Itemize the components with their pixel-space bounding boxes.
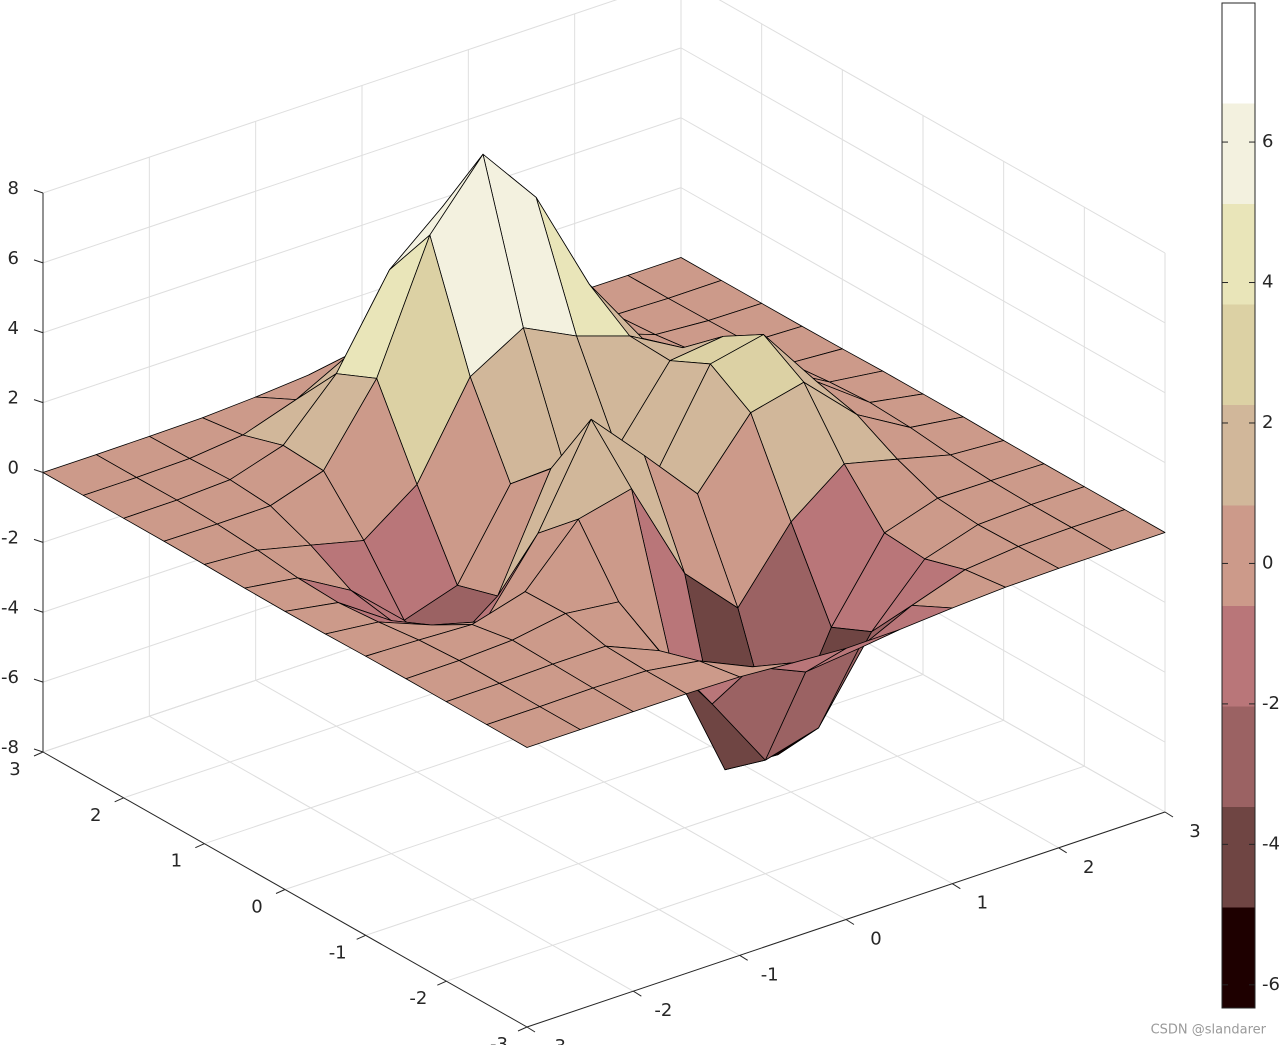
y-tick-label: 0: [251, 897, 262, 918]
y-tick-label: -2: [409, 988, 427, 1009]
grid-line: [718, 0, 1166, 254]
z-tick: [33, 399, 44, 404]
grid-line: [365, 719, 1004, 936]
z-tick-label: -8: [1, 737, 19, 758]
x-tick: [1164, 811, 1174, 818]
x-tick: [952, 883, 961, 890]
z-tick-label: 6: [8, 248, 19, 269]
grid-line: [42, 0, 618, 194]
y-tick-label: -1: [329, 942, 347, 963]
colorbar-tick-label: 2: [1262, 412, 1273, 433]
z-tick: [33, 608, 44, 613]
grid-line: [680, 117, 1166, 394]
grid-line: [446, 765, 1085, 982]
colorbar-band: [1222, 706, 1255, 807]
colorbar-tick-label: 4: [1262, 272, 1273, 293]
y-tick-label: 1: [171, 851, 182, 872]
z-tick-label: 0: [8, 458, 19, 479]
colorbar-band: [1222, 405, 1255, 506]
colorbar-tick-label: -6: [1262, 974, 1280, 995]
x-tick-label: 2: [1083, 857, 1094, 878]
y-tick-label: 2: [90, 805, 101, 826]
watermark: CSDN @slandarer: [1151, 1023, 1267, 1038]
y-tick-label: 3: [9, 759, 20, 780]
x-tick: [845, 919, 855, 925]
colorbar-tick-label: 6: [1262, 131, 1273, 152]
colorbar-band: [1222, 807, 1255, 908]
z-tick: [33, 538, 44, 543]
z-tick: [33, 678, 44, 683]
z-tick: [33, 189, 44, 194]
grid-line: [42, 187, 682, 404]
colorbar-band: [1222, 103, 1255, 204]
grid-line: [42, 47, 682, 264]
y-tick: [517, 1026, 528, 1032]
surface-face: [486, 706, 581, 748]
z-tick: [33, 329, 44, 334]
z-tick-label: -4: [1, 597, 19, 618]
z-tick-label: -6: [1, 667, 19, 688]
colorbar-band: [1222, 505, 1255, 606]
grid-line: [680, 187, 1166, 464]
y-tick: [114, 797, 124, 803]
y-tick: [437, 980, 447, 986]
z-tick: [33, 748, 44, 753]
colorbar-band: [1222, 204, 1255, 305]
colorbar-frame: [1221, 2, 1256, 1009]
z-tick: [33, 259, 44, 264]
y-tick: [275, 889, 286, 894]
x-tick-label: 0: [870, 929, 881, 950]
colorbar-band: [1222, 3, 1255, 104]
x-tick: [739, 954, 748, 961]
x-tick-label: -3: [548, 1036, 566, 1045]
x-tick: [1058, 847, 1067, 854]
x-tick: [633, 990, 642, 997]
x-tick-label: -2: [654, 1000, 672, 1021]
grid-line: [42, 117, 682, 334]
grid-line: [680, 47, 1166, 324]
z-tick-label: 2: [8, 388, 19, 409]
y-tick: [356, 934, 366, 940]
x-tick-label: -1: [761, 964, 779, 985]
z-tick-label: 8: [8, 178, 19, 199]
colorbar-band: [1222, 907, 1255, 1008]
x-tick: [526, 1026, 536, 1033]
y-tick: [195, 843, 205, 849]
colorbar-band: [1222, 606, 1255, 707]
colorbar-tick-label: -4: [1262, 833, 1280, 854]
y-tick: [33, 751, 44, 757]
z-tick: [33, 469, 44, 473]
z-tick-label: -2: [1, 527, 19, 548]
colorbar-tick-label: 0: [1262, 552, 1273, 573]
z-tick-label: 4: [8, 318, 19, 339]
x-tick-label: 3: [1189, 821, 1200, 842]
y-tick-label: -3: [490, 1034, 508, 1045]
colorbar-tick-label: -2: [1262, 693, 1280, 714]
x-tick-label: 1: [977, 893, 988, 914]
colorbar-band: [1222, 304, 1255, 405]
